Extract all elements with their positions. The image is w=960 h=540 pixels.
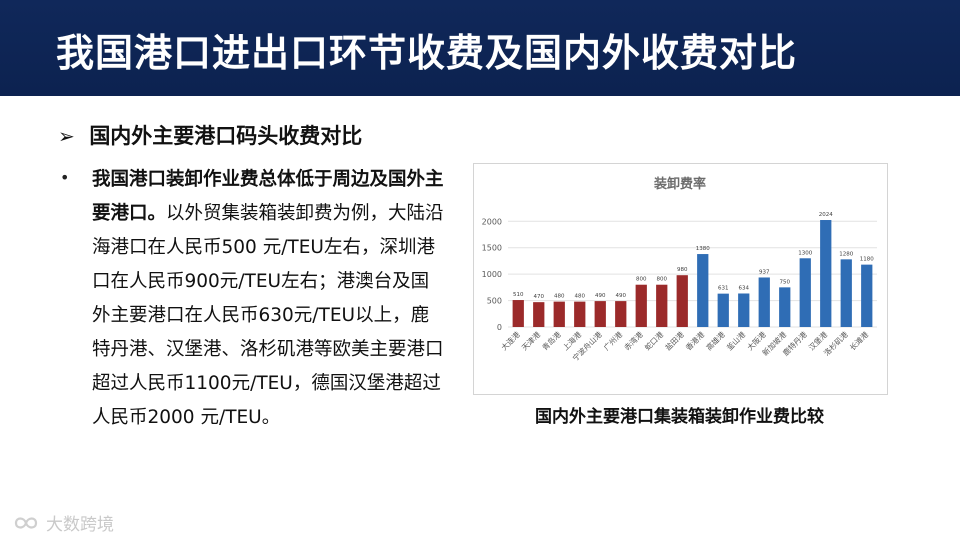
bar (738, 293, 750, 327)
watermark-text: 大数跨境 (46, 515, 114, 535)
data-label: 1380 (696, 246, 710, 252)
category-label: 天津港 (519, 329, 542, 352)
bullet-bold-text: 我国港口装卸作业费总体低于周边及国外主要港口。 (92, 169, 444, 224)
bar (717, 293, 729, 327)
y-tick-label: 1000 (482, 270, 502, 279)
category-label: 高雄港 (704, 329, 727, 352)
data-label: 800 (657, 277, 668, 283)
data-label: 1300 (798, 250, 812, 256)
data-label: 480 (554, 294, 565, 300)
chart-title: 装卸费率 (653, 176, 706, 192)
category-label: 赤湾港 (622, 329, 645, 352)
section-heading-text: 国内外主要港口码头收费对比 (89, 124, 363, 148)
chart-container: 装卸费率 0 500 1000 1500 2000 510 大连港 470 天津港 480 青岛港 48… (473, 163, 888, 395)
chart-caption: 国内外主要港口集装箱装卸作业费比较 (535, 407, 824, 427)
category-label: 大连港 (499, 329, 522, 352)
data-label: 980 (677, 267, 688, 273)
data-label: 470 (534, 294, 545, 300)
bar (615, 301, 627, 327)
bar (697, 254, 709, 327)
data-label: 1180 (860, 257, 874, 263)
bar (594, 301, 606, 327)
bullet-marker: • (60, 168, 70, 187)
slide-title: 我国港口进出口环节收费及国内外收费对比 (56, 31, 798, 75)
data-label: 490 (616, 293, 627, 299)
y-tick-label: 0 (497, 323, 502, 332)
category-label: 青岛港 (540, 329, 563, 352)
bar (656, 284, 668, 327)
bar (635, 284, 647, 327)
y-tick-label: 1500 (482, 244, 502, 253)
data-label: 634 (739, 285, 750, 291)
category-label: 广州港 (601, 329, 624, 352)
bar-chart: 装卸费率 0 500 1000 1500 2000 510 大连港 470 天津港 480 青岛港 48… (482, 176, 877, 363)
bullet-paragraph: 我国港口装卸作业费总体低于周边及国外主要港口。以外贸集装箱装卸费为例，大陆沿海港… (92, 163, 444, 435)
data-label: 510 (513, 292, 524, 298)
data-label: 1280 (839, 251, 853, 257)
bar (820, 220, 832, 327)
title-bar: 我国港口进出口环节收费及国内外收费对比 (0, 0, 960, 96)
category-label: 香港港 (683, 329, 706, 352)
bullet-body-text: 以外贸集装箱装卸费为例，大陆沿海港口在人民币500 元/TEU左右，深圳港口在人… (92, 203, 444, 428)
category-label: 釜山港 (724, 329, 747, 352)
category-label: 蛇口港 (642, 329, 665, 352)
bar (553, 301, 565, 327)
bar (861, 264, 873, 327)
bar (676, 275, 688, 327)
data-label: 2024 (819, 212, 833, 218)
bar (758, 277, 770, 327)
y-tick-label: 2000 (482, 217, 502, 226)
data-label: 750 (780, 279, 791, 285)
bar (512, 300, 524, 327)
data-label: 937 (759, 269, 770, 275)
watermark: 大数跨境 (12, 510, 114, 535)
data-label: 800 (636, 277, 647, 283)
bar (840, 259, 852, 327)
data-label: 631 (718, 286, 729, 292)
arrow-bullet-icon: ➢ (58, 124, 75, 148)
bar (574, 301, 586, 327)
bar (533, 302, 545, 327)
infinity-logo-icon (14, 516, 38, 529)
bar (779, 287, 791, 327)
section-heading: ➢ 国内外主要港口码头收费对比 (58, 120, 362, 150)
y-tick-label: 500 (487, 297, 502, 306)
bar (799, 258, 811, 327)
category-label: 长滩港 (847, 329, 870, 352)
data-label: 480 (575, 294, 586, 300)
category-label: 盐田港 (663, 329, 686, 352)
data-label: 490 (595, 293, 606, 299)
